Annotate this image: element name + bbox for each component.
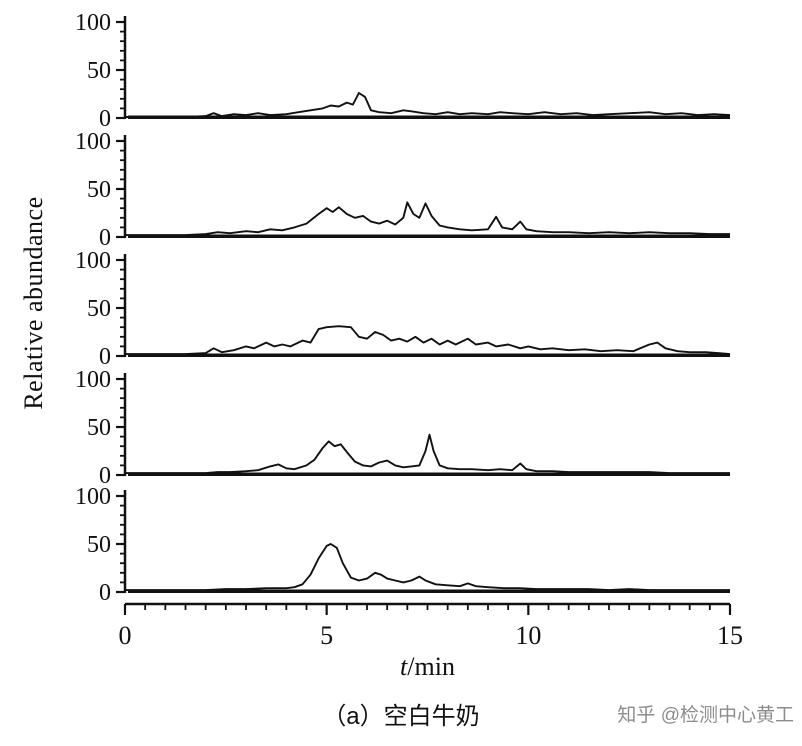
watermark: 知乎 @检测中心黄工 (617, 705, 794, 726)
y-axis-tick-label: 50 (87, 296, 111, 322)
y-axis-tick-label: 100 (75, 367, 111, 393)
figure-caption: （a）空白牛奶 (322, 703, 480, 730)
x-axis-title-variable: t (400, 652, 408, 681)
x-axis-tick-label: 5 (320, 621, 333, 648)
x-axis-tick-label: 15 (717, 621, 743, 648)
chromatogram-trace-4 (125, 433, 730, 475)
chromatogram-trace-1 (125, 92, 731, 118)
y-axis-tick-label: 0 (99, 463, 111, 489)
x-axis-title: t/min (125, 652, 730, 682)
y-axis-tick-label: 0 (99, 225, 111, 251)
chromatogram-trace-2 (125, 201, 730, 237)
x-axis-tick-label: 10 (515, 621, 541, 648)
y-axis-tick-label: 100 (75, 129, 111, 155)
y-axis-tick-label: 50 (87, 58, 111, 84)
chromatogram-trace-5 (125, 543, 730, 592)
y-axis-tick-label: 50 (87, 177, 111, 203)
y-axis-tick-label: 50 (87, 415, 111, 441)
x-axis-title-unit: /min (407, 652, 455, 681)
y-axis-tick-label: 0 (99, 106, 111, 132)
y-axis-title: Relative abundance (19, 196, 48, 410)
y-axis-tick-label: 50 (87, 532, 111, 558)
y-axis-tick-label: 0 (99, 580, 111, 606)
x-axis-tick-label: 0 (119, 621, 132, 648)
y-axis-tick-label: 100 (75, 10, 111, 36)
y-axis-tick-label: 100 (75, 248, 111, 274)
y-axis-tick-label: 100 (75, 484, 111, 510)
y-axis-tick-label: 0 (99, 344, 111, 370)
chromatogram-trace-3 (125, 325, 731, 356)
